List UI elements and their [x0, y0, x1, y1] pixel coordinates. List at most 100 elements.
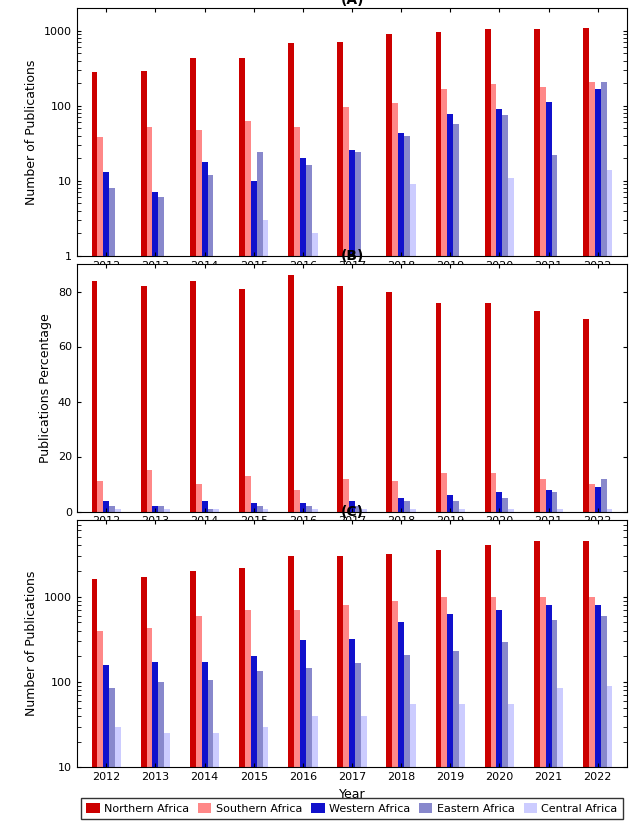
- Bar: [294, 610, 300, 825]
- Bar: [392, 481, 398, 512]
- Bar: [306, 668, 312, 825]
- Bar: [141, 578, 147, 825]
- Bar: [300, 640, 306, 825]
- Bar: [152, 506, 158, 511]
- Y-axis label: Number of Publications: Number of Publications: [26, 571, 38, 716]
- Bar: [497, 109, 502, 825]
- Bar: [361, 716, 367, 825]
- Bar: [251, 657, 257, 825]
- Bar: [97, 481, 103, 512]
- Bar: [589, 484, 595, 512]
- Bar: [546, 489, 552, 512]
- Bar: [398, 622, 404, 825]
- Legend: Northern Africa, Southern Africa, Western Africa, Eastern Africa, Central Africa: Northern Africa, Southern Africa, Wester…: [81, 798, 623, 819]
- Bar: [552, 155, 557, 825]
- Bar: [115, 256, 121, 825]
- Bar: [595, 487, 601, 512]
- Bar: [453, 124, 459, 825]
- Bar: [436, 32, 442, 825]
- Bar: [508, 704, 514, 825]
- Bar: [164, 256, 170, 825]
- Bar: [355, 663, 361, 825]
- Bar: [392, 601, 398, 825]
- Bar: [251, 181, 257, 825]
- Bar: [97, 137, 103, 825]
- Bar: [257, 153, 262, 825]
- Bar: [196, 615, 202, 825]
- Bar: [491, 84, 497, 825]
- Bar: [552, 493, 557, 512]
- Bar: [92, 579, 97, 825]
- Bar: [361, 256, 367, 825]
- Bar: [196, 130, 202, 825]
- Bar: [207, 175, 213, 825]
- Bar: [601, 478, 607, 512]
- Bar: [534, 311, 540, 512]
- Bar: [447, 114, 453, 825]
- Bar: [190, 59, 196, 825]
- Bar: [404, 501, 410, 512]
- Bar: [262, 220, 268, 825]
- Bar: [355, 153, 361, 825]
- Bar: [103, 665, 109, 825]
- Bar: [109, 688, 115, 825]
- Bar: [213, 509, 220, 512]
- Bar: [404, 135, 410, 825]
- Bar: [546, 102, 552, 825]
- Bar: [540, 478, 546, 512]
- Bar: [141, 71, 147, 825]
- Bar: [552, 620, 557, 825]
- Bar: [103, 501, 109, 512]
- Title: (B): (B): [340, 249, 364, 263]
- Bar: [534, 29, 540, 825]
- Bar: [447, 615, 453, 825]
- Bar: [557, 256, 563, 825]
- Y-axis label: Publications Percentage: Publications Percentage: [39, 313, 52, 463]
- Bar: [607, 170, 612, 825]
- Bar: [158, 682, 164, 825]
- Bar: [257, 506, 262, 511]
- Bar: [497, 610, 502, 825]
- Bar: [453, 501, 459, 512]
- Bar: [147, 127, 152, 825]
- Bar: [546, 605, 552, 825]
- Y-axis label: Number of Publications: Number of Publications: [26, 59, 38, 205]
- Bar: [595, 89, 601, 825]
- Bar: [92, 280, 97, 512]
- Bar: [607, 509, 612, 512]
- Bar: [213, 256, 220, 825]
- Bar: [349, 501, 355, 512]
- Bar: [213, 733, 220, 825]
- Bar: [97, 630, 103, 825]
- Bar: [257, 671, 262, 825]
- Bar: [207, 680, 213, 825]
- Bar: [196, 484, 202, 512]
- Bar: [583, 28, 589, 825]
- Bar: [349, 149, 355, 825]
- Bar: [337, 556, 343, 825]
- Bar: [442, 89, 447, 825]
- Bar: [190, 280, 196, 512]
- Bar: [312, 716, 317, 825]
- Bar: [343, 107, 349, 825]
- Bar: [589, 596, 595, 825]
- Bar: [202, 501, 207, 512]
- Bar: [508, 509, 514, 512]
- Bar: [262, 509, 268, 512]
- Bar: [202, 162, 207, 825]
- Bar: [288, 556, 294, 825]
- Bar: [502, 642, 508, 825]
- Bar: [158, 506, 164, 511]
- Bar: [147, 470, 152, 512]
- Bar: [583, 319, 589, 512]
- Bar: [601, 615, 607, 825]
- X-axis label: Year: Year: [339, 788, 365, 801]
- Bar: [190, 571, 196, 825]
- Bar: [484, 29, 491, 825]
- Bar: [447, 495, 453, 512]
- Bar: [288, 275, 294, 512]
- Bar: [497, 493, 502, 512]
- Bar: [245, 121, 251, 825]
- Bar: [141, 286, 147, 512]
- Bar: [595, 605, 601, 825]
